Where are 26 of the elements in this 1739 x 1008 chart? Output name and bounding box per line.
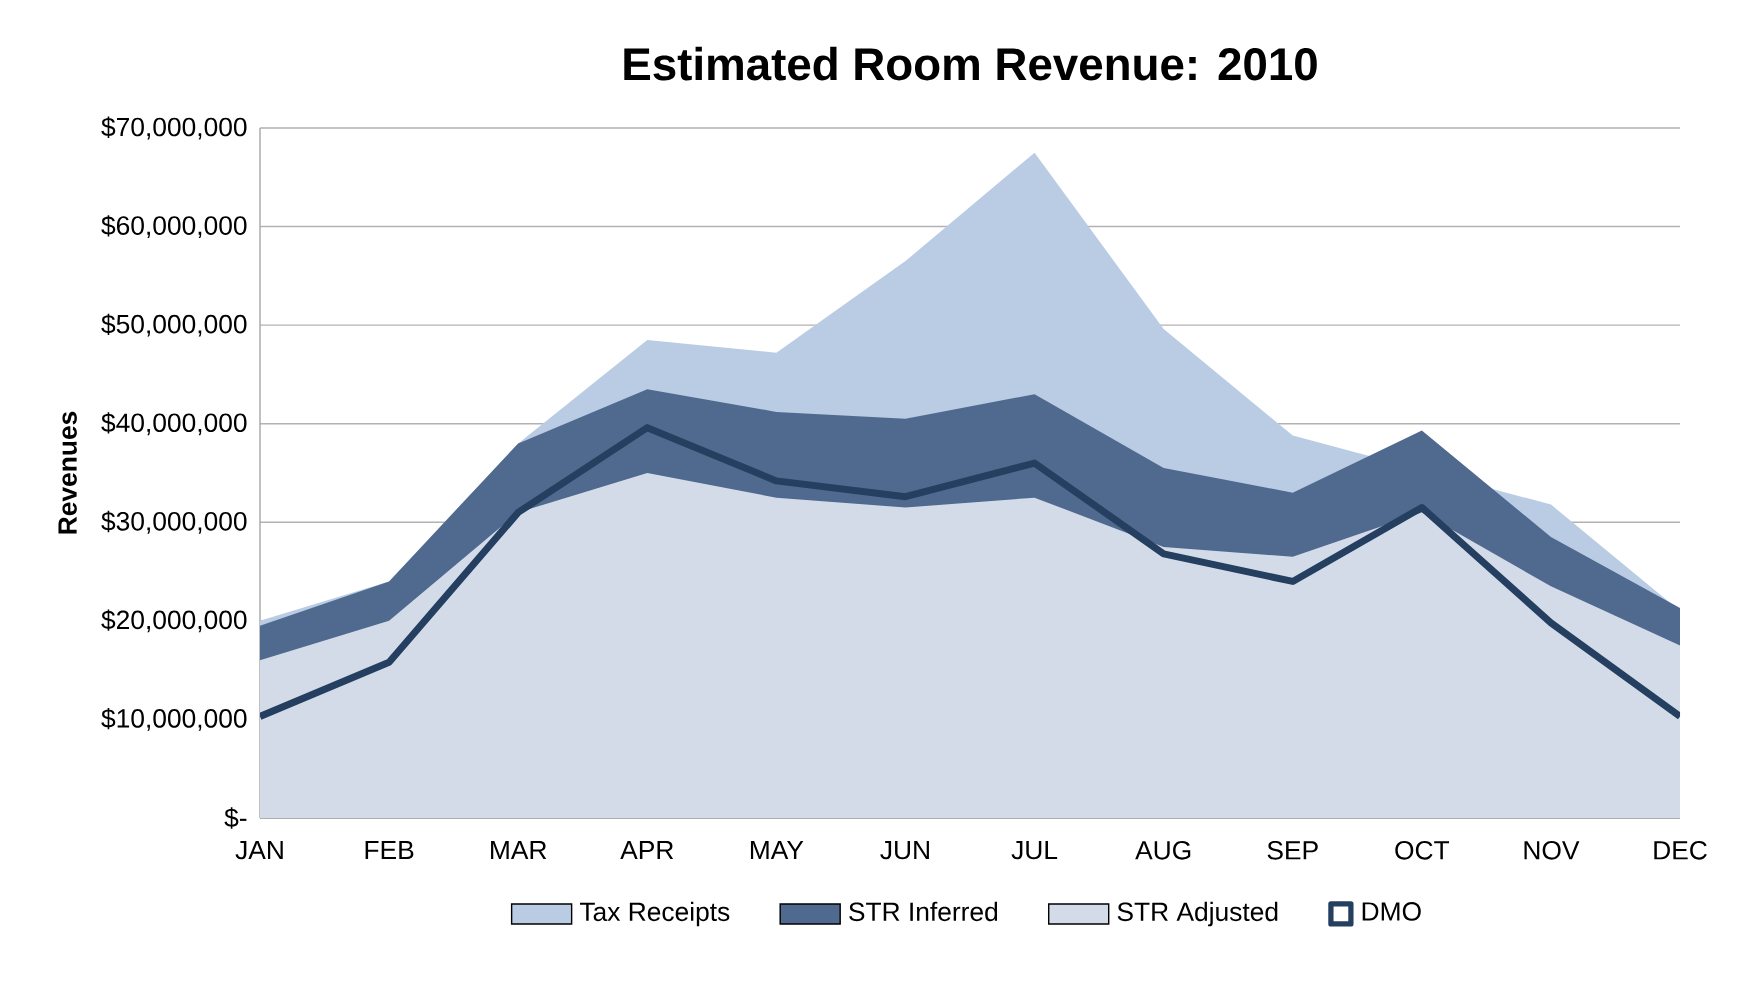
x-tick-label: DEC bbox=[1654, 840, 1707, 860]
x-tick-label: APR bbox=[620, 840, 674, 860]
y-tick-label: $- bbox=[224, 807, 247, 829]
y-tick-label: $60,000,000 bbox=[101, 215, 247, 238]
y-tick-label: $50,000,000 bbox=[101, 313, 247, 337]
x-tick-label: JAN bbox=[235, 840, 283, 860]
y-tick-label: $70,000,000 bbox=[101, 116, 247, 140]
x-tick-label: JUN bbox=[880, 840, 929, 860]
legend-label: DMO bbox=[1362, 902, 1421, 921]
x-tick-label: OCT bbox=[1395, 840, 1450, 860]
y-tick-label: $40,000,000 bbox=[101, 412, 247, 436]
chart-title: Estimated Room Revenue: 2010 bbox=[624, 46, 1317, 81]
x-tick-label: MAR bbox=[491, 840, 547, 860]
x-tick-label: MAY bbox=[750, 840, 804, 860]
x-tick-label: JUL bbox=[1011, 840, 1058, 860]
legend-label: Tax Receipts bbox=[579, 901, 730, 927]
y-tick-label: $20,000,000 bbox=[101, 609, 247, 633]
x-tick-label: SEP bbox=[1267, 840, 1318, 860]
x-tick-label: FEB bbox=[365, 840, 414, 860]
y-tick-label: $10,000,000 bbox=[101, 707, 247, 731]
y-tick-label: $30,000,000 bbox=[101, 510, 247, 534]
x-tick-label: NOV bbox=[1524, 840, 1580, 860]
legend-label: STR Adjusted bbox=[1117, 901, 1278, 927]
legend-label: STR Inferred bbox=[849, 901, 998, 922]
x-tick-label: AUG bbox=[1135, 840, 1191, 860]
y-axis-title: Revenues bbox=[58, 411, 77, 534]
